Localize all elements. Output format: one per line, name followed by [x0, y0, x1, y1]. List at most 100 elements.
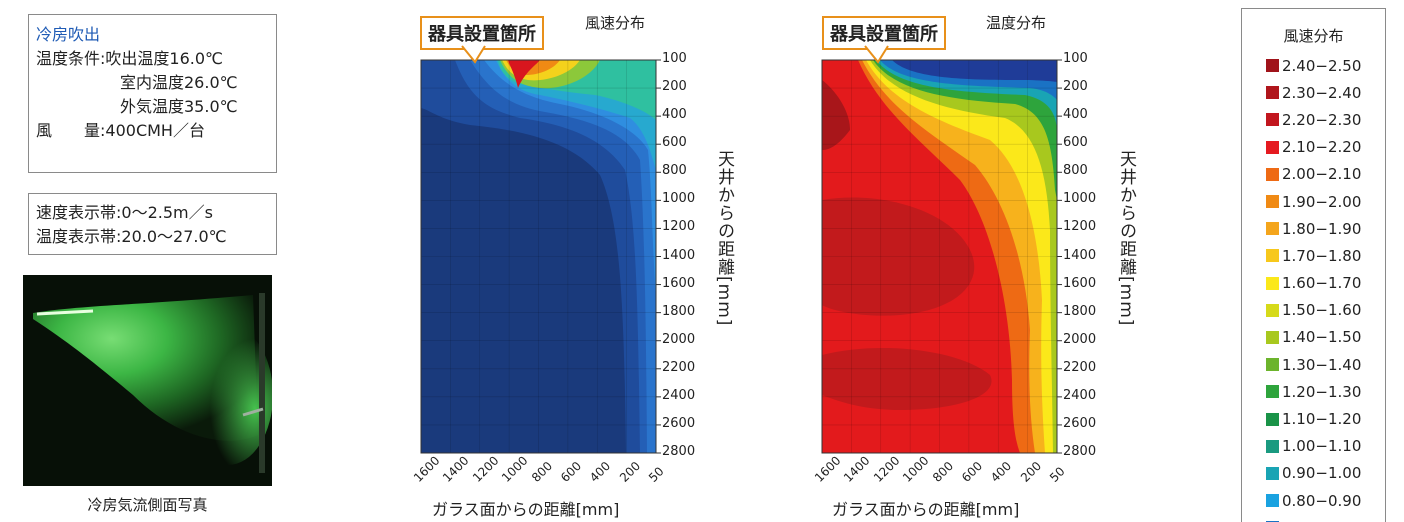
legend-item: 2.40−2.50: [1242, 52, 1385, 79]
contour-band: [822, 80, 850, 150]
legend-item: 2.00−2.10: [1242, 161, 1385, 188]
legend-swatch: [1266, 249, 1279, 263]
legend-swatch: [1266, 385, 1279, 399]
condition-value: 外気温度35.0℃: [120, 97, 238, 116]
legend-item: 0.80−0.90: [1242, 487, 1385, 514]
legend-swatch: [1266, 113, 1279, 127]
legend-swatch: [1266, 167, 1279, 181]
condition-value: 室内温度26.0℃: [120, 73, 238, 92]
legend-label: 1.90−2.00: [1282, 192, 1362, 211]
legend-item: 2.30−2.40: [1242, 79, 1385, 106]
legend-swatch: [1266, 494, 1279, 508]
legend-label: 2.00−2.10: [1282, 165, 1362, 184]
legend-label: 1.30−1.40: [1282, 355, 1362, 374]
legend-panel: 風速分布 2.40−2.50 2.30−2.40 2.20−2.30 2.10−2.2…: [1241, 8, 1386, 522]
condition-row: 室内温度26.0℃: [36, 71, 276, 95]
legend-label: 1.70−1.80: [1282, 246, 1362, 265]
legend-label: 0.70−0.80: [1282, 519, 1361, 522]
condition-value: 400CMH／台: [105, 121, 205, 140]
legend-label: 1.60−1.70: [1282, 274, 1362, 293]
y-tick-label: 2000: [662, 331, 696, 347]
legend-label: 2.40−2.50: [1282, 56, 1362, 75]
legend-label: 1.50−1.60: [1282, 301, 1362, 320]
y-tick-label: 2800: [662, 444, 696, 459]
contour-band: [866, 60, 1057, 453]
y-tick-label: 800: [1063, 163, 1088, 179]
y-tick-label: 2400: [662, 387, 696, 403]
legend-item: 1.50−1.60: [1242, 297, 1385, 324]
y-tick-label: 100: [1063, 51, 1088, 66]
y-tick-label: 100: [662, 51, 687, 66]
legend-title: 風速分布: [1283, 27, 1344, 45]
y-tick-label: 400: [1063, 107, 1088, 123]
contour-band: [822, 347, 992, 410]
y-tick-label: 1200: [662, 219, 696, 235]
y-tick-label: 2200: [662, 359, 696, 375]
y-tick-label: 2200: [1063, 359, 1097, 375]
legend-swatch: [1266, 276, 1279, 290]
y-tick-label: 2400: [1063, 387, 1097, 403]
legend-item: 0.70−0.80: [1242, 514, 1385, 522]
legend-item: 1.10−1.20: [1242, 405, 1385, 432]
temperature-plot-title: 温度分布: [986, 14, 1047, 32]
y-tick-label: 400: [662, 107, 687, 123]
contour-band: [421, 60, 656, 453]
legend-item: 2.10−2.20: [1242, 134, 1385, 161]
legend-items: 2.40−2.50 2.30−2.40 2.20−2.30 2.10−2.20 2.00…: [1242, 52, 1385, 522]
legend-swatch: [1266, 195, 1279, 209]
legend-label: 2.30−2.40: [1282, 83, 1362, 102]
legend-label: 1.00−1.10: [1282, 437, 1362, 456]
legend-swatch: [1266, 59, 1279, 73]
velocity-x-axis-label: ガラス面からの距離[mm]: [432, 500, 620, 519]
contour-band: [892, 60, 1057, 82]
y-tick-label: 600: [1063, 135, 1088, 151]
y-tick-label: 200: [662, 79, 687, 95]
y-tick-label: 2600: [1063, 415, 1097, 431]
legend-swatch: [1266, 140, 1279, 154]
y-tick-label: 800: [662, 163, 687, 179]
legend-item: 1.80−1.90: [1242, 215, 1385, 242]
legend-item: 2.20−2.30: [1242, 106, 1385, 133]
legend-label: 1.20−1.30: [1282, 382, 1362, 401]
legend-item: 1.30−1.40: [1242, 351, 1385, 378]
legend-swatch: [1266, 303, 1279, 317]
y-tick-label: 1000: [662, 191, 696, 207]
legend-label: 1.10−1.20: [1282, 410, 1362, 429]
legend-item: 1.60−1.70: [1242, 270, 1385, 297]
y-tick-label: 2600: [662, 415, 696, 431]
temperature-x-axis-label: ガラス面からの距離[mm]: [832, 500, 1020, 519]
conditions-panel: 冷房吹出 温度条件:吹出温度16.0℃ 室内温度26.0℃ 外気温度35.0℃ …: [28, 14, 277, 173]
condition-value: 吹出温度16.0℃: [105, 49, 224, 68]
legend-label: 1.80−1.90: [1282, 219, 1362, 238]
condition-label: 風 量:: [36, 121, 106, 140]
legend-item: 1.40−1.50: [1242, 324, 1385, 351]
legend-item: 0.90−1.00: [1242, 460, 1385, 487]
legend-item: 1.90−2.00: [1242, 188, 1385, 215]
legend-swatch: [1266, 412, 1279, 426]
y-tick-label: 600: [662, 135, 687, 151]
velocity-plot-title: 風速分布: [585, 14, 646, 32]
legend-swatch: [1266, 358, 1279, 372]
conditions-title: 冷房吹出: [36, 25, 101, 44]
y-tick-label: 1800: [662, 303, 696, 319]
photo-caption: 冷房気流側面写真: [87, 496, 208, 514]
legend-swatch: [1266, 439, 1279, 453]
temperature-y-axis-label: 天井からの距離[mm]: [1116, 150, 1136, 327]
legend-swatch: [1266, 330, 1279, 344]
y-tick-label: 1600: [1063, 275, 1097, 291]
y-tick-label: 1200: [1063, 219, 1097, 235]
legend-label: 2.20−2.30: [1282, 110, 1362, 129]
airflow-photo: [23, 275, 272, 486]
y-tick-label: 2000: [1063, 331, 1097, 347]
legend-swatch: [1266, 86, 1279, 100]
legend-item: 1.00−1.10: [1242, 433, 1385, 460]
legend-swatch: [1266, 466, 1279, 480]
condition-row: 風 量:400CMH／台: [36, 119, 276, 143]
legend-label: 2.10−2.20: [1282, 138, 1362, 157]
legend-swatch: [1266, 222, 1279, 236]
condition-row: 外気温度35.0℃: [36, 95, 276, 119]
speed-range-text: 速度表示帯:0〜2.5m／s: [36, 203, 213, 222]
y-tick-label: 1800: [1063, 303, 1097, 319]
